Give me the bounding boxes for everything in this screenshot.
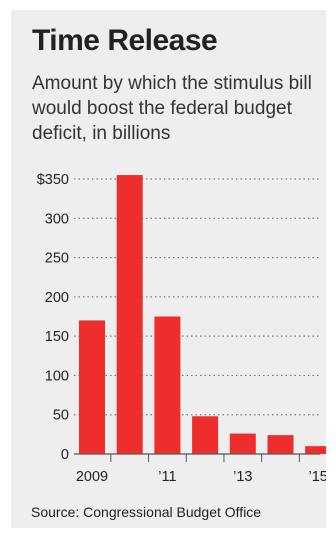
bar <box>192 416 219 454</box>
y-tick-label: 300 <box>45 211 69 227</box>
bar <box>267 435 294 454</box>
bar-chart: 0 50 100 150 200 250 300 $350 2009 ’11 ’13 ’15 <box>37 172 326 485</box>
x-tick-label: ’13 <box>233 469 252 485</box>
bar <box>154 316 181 454</box>
y-tick-label: 100 <box>45 368 69 384</box>
y-tick-label: 200 <box>45 290 69 306</box>
bar <box>305 446 326 454</box>
x-tick-label: ’11 <box>158 469 176 485</box>
y-tick-label: 50 <box>53 408 69 424</box>
y-tick-label: 250 <box>45 251 69 267</box>
y-tick-label: 0 <box>61 447 69 463</box>
y-tick-label: $350 <box>37 172 69 188</box>
x-tick-label: 2009 <box>76 469 108 485</box>
chart-title: Time Release <box>32 24 218 57</box>
chart-subtitle: Amount by which the stimulus bill would … <box>32 73 312 144</box>
source-note: Source: Congressional Budget Office <box>31 504 262 520</box>
x-tick-label: ’15 <box>309 469 326 485</box>
bar <box>116 175 143 455</box>
y-tick-label: 150 <box>45 329 69 345</box>
bar <box>229 433 256 454</box>
chart-panel: Time Release Amount by which the stimulu… <box>11 10 326 528</box>
bar <box>79 320 105 454</box>
